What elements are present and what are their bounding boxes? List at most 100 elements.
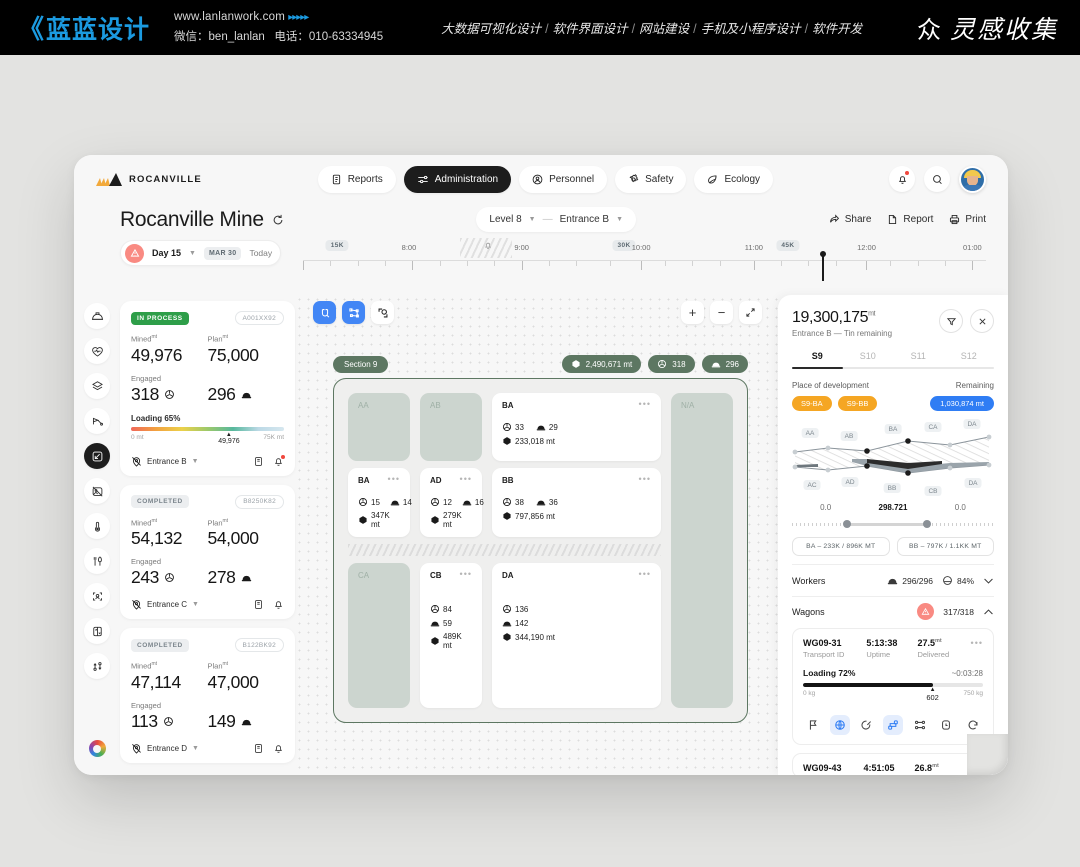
avatar[interactable] — [959, 165, 986, 193]
nav-administration[interactable]: Administration — [403, 165, 512, 193]
zoom-out-icon[interactable]: − — [710, 301, 733, 324]
wagon-card[interactable]: WG09-31 Transport ID 5:13:38 Uptime 27.5… — [792, 628, 994, 745]
map-edit-icon[interactable] — [84, 443, 110, 469]
wagon-card[interactable]: WG09-43 4:51:05 26.8mt ••• — [792, 753, 994, 775]
layers-icon[interactable] — [84, 373, 110, 399]
timeline-time: 01:00 — [962, 243, 982, 252]
helmet-icon[interactable] — [84, 303, 110, 329]
clipboard-icon[interactable] — [253, 456, 264, 467]
seam-range-slider[interactable] — [792, 518, 994, 530]
section-chip[interactable]: Section 9 — [333, 355, 389, 373]
more-options-icon[interactable]: ••• — [638, 399, 651, 409]
nav-safety[interactable]: Safety — [615, 165, 687, 193]
color-wheel-icon[interactable] — [88, 740, 106, 757]
route-shuffle-icon[interactable] — [882, 715, 903, 735]
map-cell-BA[interactable]: BA ••• 33 29 233,018 mt — [492, 393, 661, 461]
polygon-icon[interactable] — [342, 301, 365, 324]
day-label: Day 15 — [152, 248, 182, 258]
seam-button-bb[interactable]: BB – 797K / 1.1KK MT — [896, 537, 994, 556]
more-options-icon[interactable]: ••• — [387, 474, 400, 484]
map-cell-na[interactable]: N/A — [671, 393, 733, 708]
engaged-label: Engaged — [131, 700, 162, 710]
nav-personnel[interactable]: Personnel — [519, 165, 608, 193]
bell-icon[interactable] — [273, 599, 284, 610]
filter-icon[interactable] — [939, 309, 963, 333]
clipboard-icon[interactable] — [253, 743, 264, 754]
drill-icon[interactable] — [84, 408, 110, 434]
nav-ecology[interactable]: Ecology — [694, 165, 774, 193]
day-selector[interactable]: Day 15 ▼ MAR 30 Today — [120, 240, 282, 266]
timeline[interactable]: 15K 30K 45K 8:00 9:00 10:00 11:00 12:00 … — [303, 238, 986, 281]
flag-icon[interactable] — [803, 715, 823, 735]
slider-handle-right[interactable] — [923, 520, 932, 528]
mined-metric: Minedmt 54,132 — [131, 518, 208, 550]
map-off-icon[interactable] — [84, 478, 110, 504]
production-card[interactable]: COMPLETED B8250K82 Minedmt 54,132 Planmt… — [120, 484, 295, 619]
refresh-icon[interactable] — [272, 214, 284, 226]
chevron-down-icon[interactable] — [983, 577, 994, 585]
entrance-selector[interactable]: Entrance B ▼ — [131, 456, 199, 467]
production-card[interactable]: COMPLETED B122BK92 Minedmt 47,114 Planmt… — [120, 628, 295, 763]
zoom-in-icon[interactable]: + — [681, 301, 704, 324]
scan-icon[interactable] — [84, 583, 110, 609]
entrance-selector[interactable]: Entrance D ▼ — [131, 743, 199, 754]
level-entrance-selector[interactable]: Level 8 ▼ — Entrance B ▼ — [476, 207, 637, 232]
bell-icon — [483, 241, 492, 250]
share-button[interactable]: Share — [829, 214, 871, 225]
timer-icon[interactable] — [936, 715, 956, 735]
seam-button-ba[interactable]: BA – 233K / 896K MT — [792, 537, 890, 556]
map-row: AA AB BA ••• 33 29 233,018 mt — [348, 393, 661, 461]
route-icon[interactable] — [84, 653, 110, 679]
more-options-icon[interactable]: ••• — [459, 569, 472, 579]
more-options-icon[interactable]: ••• — [638, 569, 651, 579]
location-arrow-icon[interactable] — [856, 715, 876, 735]
title-row: Rocanville Mine Level 8 ▼ — Entrance B ▼… — [74, 203, 1008, 232]
chevron-up-icon[interactable] — [983, 608, 994, 616]
heart-pulse-icon[interactable] — [84, 338, 110, 364]
entrance-selector[interactable]: Entrance C ▼ — [131, 599, 199, 610]
watermark-wechat: ben_lanlan — [208, 30, 265, 43]
clipboard-icon[interactable] — [253, 599, 264, 610]
shapes-icon[interactable] — [371, 301, 394, 324]
bell-icon[interactable] — [273, 454, 285, 467]
close-icon[interactable] — [970, 309, 994, 333]
tab-s12[interactable]: S12 — [960, 351, 977, 361]
tools-icon[interactable] — [84, 548, 110, 574]
wagons-accordion[interactable]: Wagons 317/318 — [792, 596, 994, 628]
report-button[interactable]: Report — [887, 214, 933, 225]
workers-accordion[interactable]: Workers 296/296 84% — [792, 564, 994, 596]
place-chip-s9-bb[interactable]: S9-BB — [837, 396, 878, 411]
bar-max: 75K mt — [263, 433, 284, 441]
slider-handle-left[interactable] — [842, 520, 851, 528]
print-button[interactable]: Print — [949, 214, 986, 225]
more-options-icon[interactable]: ••• — [970, 638, 983, 648]
map-cell-AD[interactable]: AD ••• 12 16 279K mt — [420, 468, 484, 537]
more-options-icon[interactable]: ••• — [638, 474, 651, 484]
globe-grid-icon[interactable] — [829, 715, 850, 735]
tab-s9[interactable]: S9 — [811, 351, 823, 361]
more-options-icon[interactable]: ••• — [459, 474, 472, 484]
tab-s11[interactable]: S11 — [910, 351, 926, 361]
map-cell-CA[interactable]: CA — [348, 563, 410, 708]
thermometer-icon[interactable] — [84, 513, 110, 539]
search-button[interactable] — [924, 166, 950, 192]
elevator-icon[interactable] — [84, 618, 110, 644]
fullscreen-icon[interactable] — [739, 301, 762, 324]
network-icon[interactable] — [910, 715, 930, 735]
map-cell-DA[interactable]: DA ••• 136 142 344,190 mt — [492, 563, 661, 708]
history-icon[interactable] — [963, 715, 983, 735]
nav-reports[interactable]: Reports — [317, 165, 396, 193]
timeline-cursor[interactable] — [820, 251, 825, 281]
map-cell-CB[interactable]: CB ••• 84 59 489K mt — [420, 563, 482, 708]
notifications-button[interactable] — [889, 166, 915, 192]
tab-s10[interactable]: S10 — [859, 351, 876, 361]
map-cell-BB[interactable]: BB ••• 38 36 797,856 mt — [492, 468, 661, 537]
bell-icon[interactable] — [273, 743, 284, 754]
map-cell-AA[interactable]: AA — [348, 393, 410, 461]
map-cell-BA-2[interactable]: BA ••• 15 14 347K mt — [348, 468, 412, 537]
place-chip-s9-ba[interactable]: S9-BA — [792, 396, 832, 411]
map-cell-AB[interactable]: AB — [420, 393, 482, 461]
engaged-label: Engaged — [131, 557, 162, 566]
production-card[interactable]: IN PROCESS A001XX92 Minedmt 49,976 Planm… — [120, 301, 295, 476]
magnet-icon[interactable] — [313, 301, 336, 324]
